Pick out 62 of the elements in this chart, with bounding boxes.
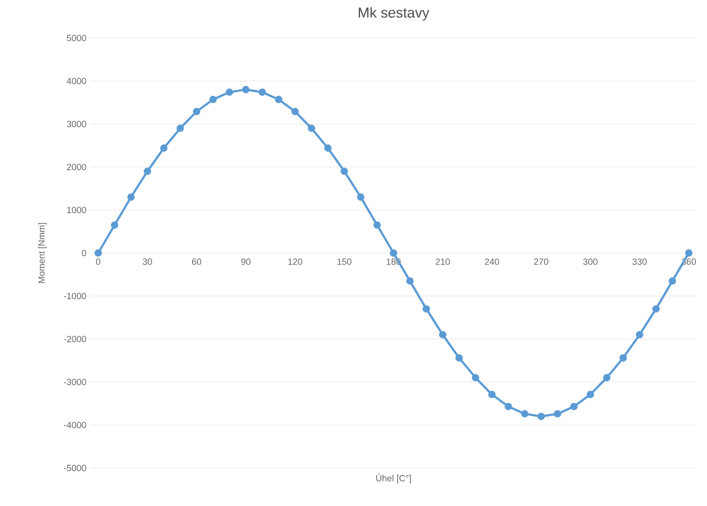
y-tick-label: -1000 xyxy=(64,292,86,300)
point xyxy=(652,305,660,313)
y-tick-label: 1000 xyxy=(67,206,86,214)
chart-title: Mk sestavy xyxy=(358,7,430,21)
point xyxy=(570,402,578,410)
x-tick-label: 330 xyxy=(632,258,647,265)
point xyxy=(488,390,496,398)
point xyxy=(209,96,217,104)
point xyxy=(373,221,381,229)
x-tick-label: 240 xyxy=(484,258,500,265)
x-tick-label: 30 xyxy=(142,258,152,265)
y-tick-label: 0 xyxy=(82,250,86,256)
point xyxy=(668,277,676,285)
point xyxy=(554,410,562,418)
point xyxy=(603,374,610,382)
y-tick-label: 4000 xyxy=(66,78,86,84)
x-tick-label: 90 xyxy=(241,258,250,265)
x-axis-title: Úhel [C°] xyxy=(376,474,411,484)
point xyxy=(422,305,430,313)
point xyxy=(324,144,332,152)
point xyxy=(439,331,446,338)
y-tick-label: 3000 xyxy=(66,120,86,128)
x-tick-label: 120 xyxy=(288,258,302,265)
point xyxy=(94,249,102,257)
x-tick-label: 270 xyxy=(534,258,548,265)
point xyxy=(586,390,594,398)
point xyxy=(308,124,316,132)
point xyxy=(110,221,118,229)
y-tick-label: 5000 xyxy=(66,34,86,42)
point xyxy=(340,168,348,175)
point xyxy=(521,410,528,418)
x-tick-label: 60 xyxy=(192,258,202,265)
point xyxy=(274,96,282,104)
point xyxy=(242,86,250,94)
point xyxy=(406,277,414,285)
point xyxy=(472,374,480,382)
y-tick-label: 2000 xyxy=(66,164,86,170)
y-tick-label: -5000 xyxy=(64,464,86,472)
point xyxy=(176,124,184,132)
x-tick-label: 150 xyxy=(337,258,352,265)
point xyxy=(226,88,234,96)
point xyxy=(619,354,627,362)
point xyxy=(685,249,692,257)
x-tick-label: 210 xyxy=(436,258,450,265)
y-tick-label: -4000 xyxy=(64,422,86,428)
x-tick-label: 0 xyxy=(96,258,100,265)
point xyxy=(160,144,168,152)
point xyxy=(537,412,545,420)
point xyxy=(127,193,135,201)
y-tick-label: -2000 xyxy=(64,336,86,342)
point xyxy=(291,108,299,116)
point xyxy=(504,402,512,410)
x-tick-label: 300 xyxy=(583,258,598,265)
y-tick-label: -3000 xyxy=(64,378,86,386)
point xyxy=(390,249,398,257)
point xyxy=(258,88,266,96)
point xyxy=(357,193,364,201)
y-axis-title: Moment [Nmm] xyxy=(38,223,46,283)
point xyxy=(192,108,200,116)
point xyxy=(455,354,463,362)
point xyxy=(144,168,152,175)
point xyxy=(636,331,644,338)
